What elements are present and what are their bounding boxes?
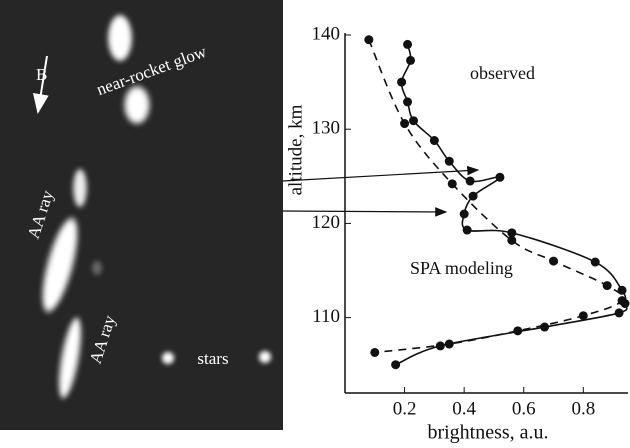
data-point [447, 179, 457, 189]
data-point [513, 326, 523, 336]
data-point [540, 322, 550, 332]
data-point [403, 97, 413, 107]
series-label: observed [470, 63, 535, 83]
data-point [507, 235, 517, 245]
data-point [468, 191, 478, 201]
pointer-arrow [282, 165, 480, 182]
data-point [549, 256, 559, 266]
data-point [465, 176, 475, 186]
data-point [400, 119, 410, 129]
y-tick-label: 140 [312, 23, 341, 44]
data-point [364, 35, 374, 45]
stars-label: stars [197, 349, 228, 368]
data-point [409, 116, 419, 126]
data-point [406, 55, 416, 65]
data-point [370, 347, 380, 357]
data-point [614, 308, 624, 318]
data-point [462, 225, 472, 235]
data-point [617, 296, 627, 306]
data-point [495, 172, 505, 182]
series-line [368, 39, 624, 354]
y-tick-label: 130 [312, 118, 341, 139]
pointer-arrow [282, 207, 448, 217]
data-point [429, 136, 439, 146]
x-tick-label: 0.6 [512, 398, 536, 419]
y-axis-title: altitude, km [285, 104, 306, 195]
x-axis-title: brightness, a.u. [427, 422, 548, 443]
data-point [444, 339, 454, 349]
data-point [403, 39, 413, 49]
series-line [395, 44, 628, 366]
data-point [590, 257, 600, 267]
data-point [578, 311, 588, 321]
data-point [444, 156, 454, 166]
data-point [391, 360, 401, 370]
x-tick-label: 0.2 [393, 398, 417, 419]
data-point [397, 77, 407, 87]
x-tick-label: 0.8 [571, 398, 595, 419]
b-arrow [32, 55, 49, 114]
x-tick-label: 0.4 [452, 398, 476, 419]
y-tick-label: 110 [312, 306, 340, 327]
data-point [507, 228, 517, 238]
image-background [0, 0, 283, 430]
data-point [602, 281, 612, 291]
data-point [459, 209, 469, 219]
b-label: B [36, 65, 47, 84]
blobs [41, 14, 271, 400]
image-panel: B near-rocket glow AA ray AA ray stars [0, 0, 283, 430]
y-tick-label: 120 [312, 212, 341, 233]
series-label: SPA modeling [410, 258, 513, 278]
